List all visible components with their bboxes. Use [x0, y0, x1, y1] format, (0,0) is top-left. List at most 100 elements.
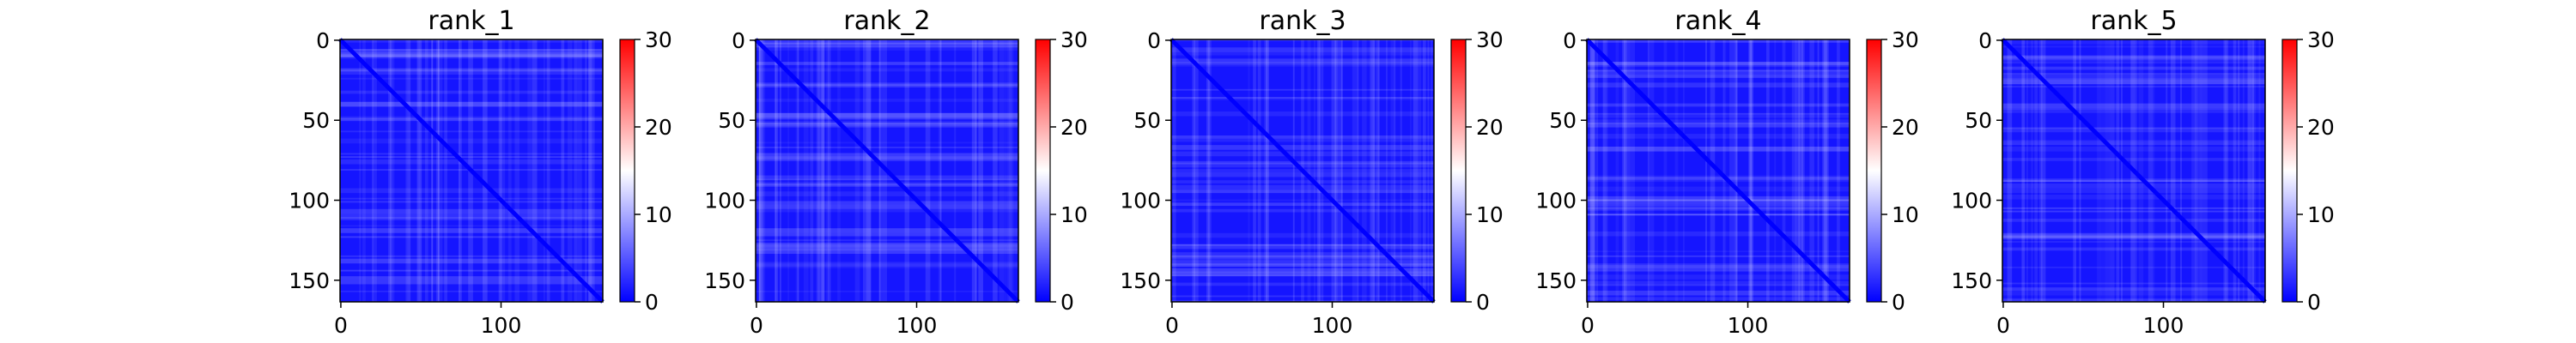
- heatmap-row-band: [340, 116, 603, 120]
- colorbar-tick-label: 20: [645, 115, 672, 140]
- heatmap-row-band: [756, 141, 1018, 144]
- heatmap-col-band: [1801, 39, 1805, 302]
- colorbar-tick-label: 30: [1892, 27, 1919, 52]
- chart-title: rank_4: [1674, 6, 1761, 36]
- heatmap-col-band: [821, 39, 825, 302]
- x-tick-label: 100: [896, 313, 938, 338]
- y-tick-label: 100: [1535, 189, 1577, 214]
- heatmap-col-band: [758, 39, 762, 302]
- heatmap-row-band: [756, 201, 1018, 205]
- colorbar: [1035, 39, 1051, 303]
- heatmap-row-band: [1171, 111, 1434, 117]
- heatmap-row-band: [2002, 158, 2265, 161]
- axes-frame: [755, 39, 1019, 303]
- heatmap-col-band: [1192, 39, 1195, 302]
- heatmap-row-band: [1587, 147, 1850, 152]
- heatmap-row-band: [1587, 263, 1850, 266]
- chart-title: rank_5: [2090, 6, 2177, 36]
- heatmap-col-band: [1791, 39, 1797, 302]
- heatmap-col-band: [803, 39, 809, 302]
- heatmap-col-band: [819, 39, 825, 302]
- heatmap-col-band: [2196, 39, 2198, 302]
- heatmap-row-band: [1171, 300, 1434, 305]
- heatmap-row-band: [340, 276, 603, 280]
- heatmap-row-band: [340, 101, 603, 107]
- heatmap-col-band: [2252, 39, 2254, 302]
- heatmap-col-band: [2251, 39, 2256, 302]
- y-tick-label: 0: [732, 28, 745, 53]
- heatmap-col-band: [437, 39, 443, 302]
- heatmap-col-band: [779, 39, 781, 302]
- heatmap-col-band: [1314, 39, 1315, 302]
- heatmap-row-band: [2002, 147, 2265, 152]
- heatmap-col-band: [1266, 39, 1269, 302]
- heatmap-col-band: [405, 39, 408, 302]
- heatmap-col-band: [1427, 39, 1430, 302]
- heatmap-row-band: [1587, 269, 1850, 272]
- x-tick-label: 100: [2143, 313, 2184, 338]
- heatmap-col-band: [1782, 39, 1786, 302]
- heatmap-col-band: [2225, 39, 2227, 302]
- heatmap-col-band: [389, 39, 393, 302]
- heatmap-col-band: [954, 39, 957, 302]
- heatmap-col-band: [1837, 39, 1840, 302]
- heatmap-row-band: [1171, 145, 1434, 150]
- heatmap-row-band: [1171, 244, 1434, 250]
- heatmap-row-band: [340, 55, 603, 59]
- x-tick-label: 0: [334, 313, 348, 338]
- heatmap-col-band: [975, 39, 977, 302]
- heatmap-col-band: [431, 39, 434, 302]
- heatmap-row-band: [756, 153, 1018, 157]
- heatmap-row-band: [2002, 178, 2265, 183]
- heatmap-col-band: [1798, 39, 1803, 302]
- heatmap-col-band: [2202, 39, 2208, 302]
- heatmap-row-band: [756, 247, 1018, 250]
- heatmap-row-band: [1587, 274, 1850, 280]
- heatmap-col-band: [1647, 39, 1649, 302]
- heatmap-col-band: [1194, 39, 1199, 302]
- heatmap-col-band: [574, 39, 578, 302]
- y-tick-label: 150: [704, 268, 745, 293]
- heatmap-col-band: [507, 39, 512, 302]
- heatmap-row-band: [756, 84, 1018, 87]
- heatmap-row-band: [340, 117, 603, 122]
- colorbar: [2281, 39, 2298, 303]
- heatmap-col-band: [2105, 39, 2111, 302]
- heatmap-row-band: [1587, 175, 1850, 179]
- heatmap-row-band: [340, 51, 603, 57]
- heatmap-col-band: [1596, 39, 1599, 302]
- heatmap-row-band: [1587, 255, 1850, 257]
- heatmap-col-band: [424, 39, 428, 302]
- heatmap-row-band: [1171, 263, 1434, 267]
- heatmap-row-band: [1171, 138, 1434, 142]
- colorbar-tick-label: 0: [645, 290, 659, 315]
- heatmap-row-band: [1587, 180, 1850, 183]
- heatmap-col-band: [1370, 39, 1375, 302]
- heatmap-row-band: [1587, 39, 1850, 43]
- heatmap-col-band: [2153, 39, 2155, 302]
- heatmap-col-band: [2166, 39, 2168, 302]
- heatmap-col-band: [826, 39, 829, 302]
- y-tick-label: 150: [289, 268, 330, 293]
- heatmap-row-band: [1587, 199, 1850, 202]
- heatmap-row-band: [340, 49, 603, 52]
- heatmap-row-band: [756, 183, 1018, 187]
- heatmap-row-band: [340, 51, 603, 57]
- heatmap-col-band: [459, 39, 460, 302]
- heatmap-row-band: [1171, 271, 1434, 277]
- heatmap-row-band: [756, 112, 1018, 118]
- axes-frame: [1170, 39, 1435, 303]
- heatmap-col-band: [588, 39, 591, 302]
- heatmap-col-band: [762, 39, 766, 302]
- heatmap-row-band: [2002, 241, 2265, 243]
- heatmap-row-band: [340, 197, 603, 200]
- heatmap-row-band: [1171, 51, 1434, 56]
- x-tick-label: 100: [1312, 313, 1353, 338]
- heatmap-col-band: [2073, 39, 2076, 302]
- x-tick-label: 100: [1728, 313, 1769, 338]
- colorbar-tick-label: 30: [1060, 27, 1088, 52]
- y-tick-label: 0: [1978, 28, 1992, 53]
- heatmap-row-band: [2002, 55, 2265, 59]
- heatmap-row-band: [1171, 255, 1434, 259]
